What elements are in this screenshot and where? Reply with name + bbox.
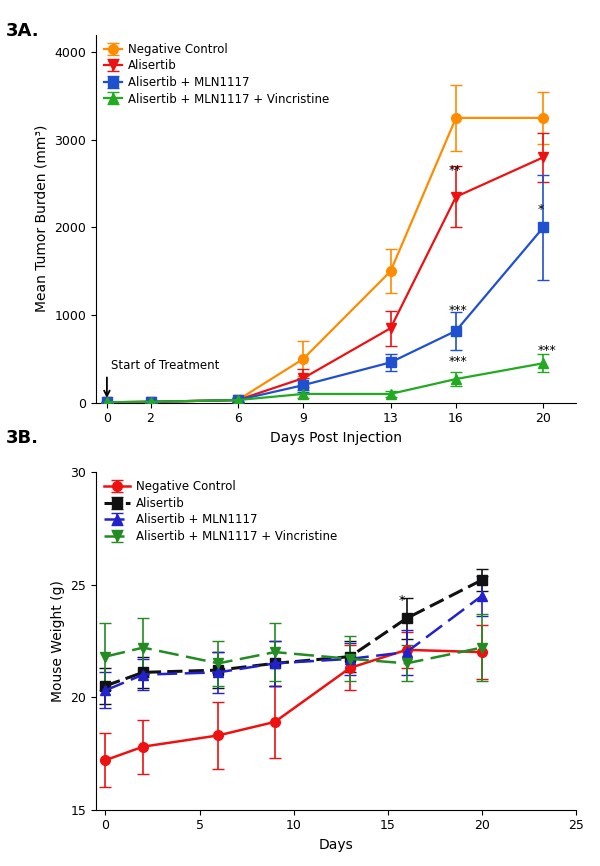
Legend: Negative Control, Alisertib, Alisertib + MLN1117, Alisertib + MLN1117 + Vincrist: Negative Control, Alisertib, Alisertib +… — [102, 41, 331, 108]
Text: Start of Treatment: Start of Treatment — [111, 359, 219, 372]
Y-axis label: Mean Tumor Burden (mm³): Mean Tumor Burden (mm³) — [35, 125, 49, 313]
Text: *: * — [538, 204, 544, 216]
Text: ***: *** — [448, 355, 467, 368]
Text: 3A.: 3A. — [6, 22, 40, 40]
Text: ***: *** — [448, 304, 467, 317]
X-axis label: Days Post Injection: Days Post Injection — [270, 431, 402, 445]
Text: ***: *** — [538, 344, 557, 357]
Y-axis label: Mouse Weight (g): Mouse Weight (g) — [51, 580, 65, 701]
Text: *: * — [399, 594, 406, 607]
Text: 3B.: 3B. — [6, 429, 39, 447]
Text: **: ** — [448, 164, 461, 177]
Legend: Negative Control, Alisertib, Alisertib + MLN1117, Alisertib + MLN1117 + Vincrist: Negative Control, Alisertib, Alisertib +… — [102, 478, 340, 546]
X-axis label: Days: Days — [319, 838, 353, 852]
